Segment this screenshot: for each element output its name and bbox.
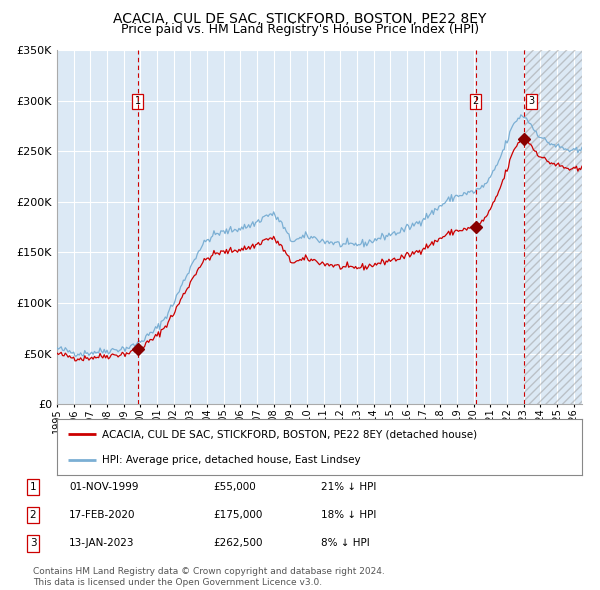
Bar: [524, 50, 582, 404]
Text: £175,000: £175,000: [213, 510, 262, 520]
Text: 8% ↓ HPI: 8% ↓ HPI: [321, 539, 370, 548]
Text: ACACIA, CUL DE SAC, STICKFORD, BOSTON, PE22 8EY: ACACIA, CUL DE SAC, STICKFORD, BOSTON, P…: [113, 12, 487, 26]
Text: 3: 3: [29, 539, 37, 548]
Text: 2: 2: [29, 510, 37, 520]
Text: 17-FEB-2020: 17-FEB-2020: [69, 510, 136, 520]
Text: 21% ↓ HPI: 21% ↓ HPI: [321, 482, 376, 491]
Text: 3: 3: [528, 97, 534, 106]
Text: £262,500: £262,500: [213, 539, 263, 548]
Text: ACACIA, CUL DE SAC, STICKFORD, BOSTON, PE22 8EY (detached house): ACACIA, CUL DE SAC, STICKFORD, BOSTON, P…: [101, 429, 477, 439]
Text: 01-NOV-1999: 01-NOV-1999: [69, 482, 139, 491]
Text: HPI: Average price, detached house, East Lindsey: HPI: Average price, detached house, East…: [101, 455, 360, 465]
Text: Contains HM Land Registry data © Crown copyright and database right 2024.
This d: Contains HM Land Registry data © Crown c…: [33, 566, 385, 588]
Text: 1: 1: [29, 482, 37, 491]
Text: 18% ↓ HPI: 18% ↓ HPI: [321, 510, 376, 520]
Text: £55,000: £55,000: [213, 482, 256, 491]
Text: 2: 2: [473, 97, 479, 106]
Text: Price paid vs. HM Land Registry's House Price Index (HPI): Price paid vs. HM Land Registry's House …: [121, 23, 479, 36]
Text: 13-JAN-2023: 13-JAN-2023: [69, 539, 134, 548]
Text: 1: 1: [134, 97, 140, 106]
